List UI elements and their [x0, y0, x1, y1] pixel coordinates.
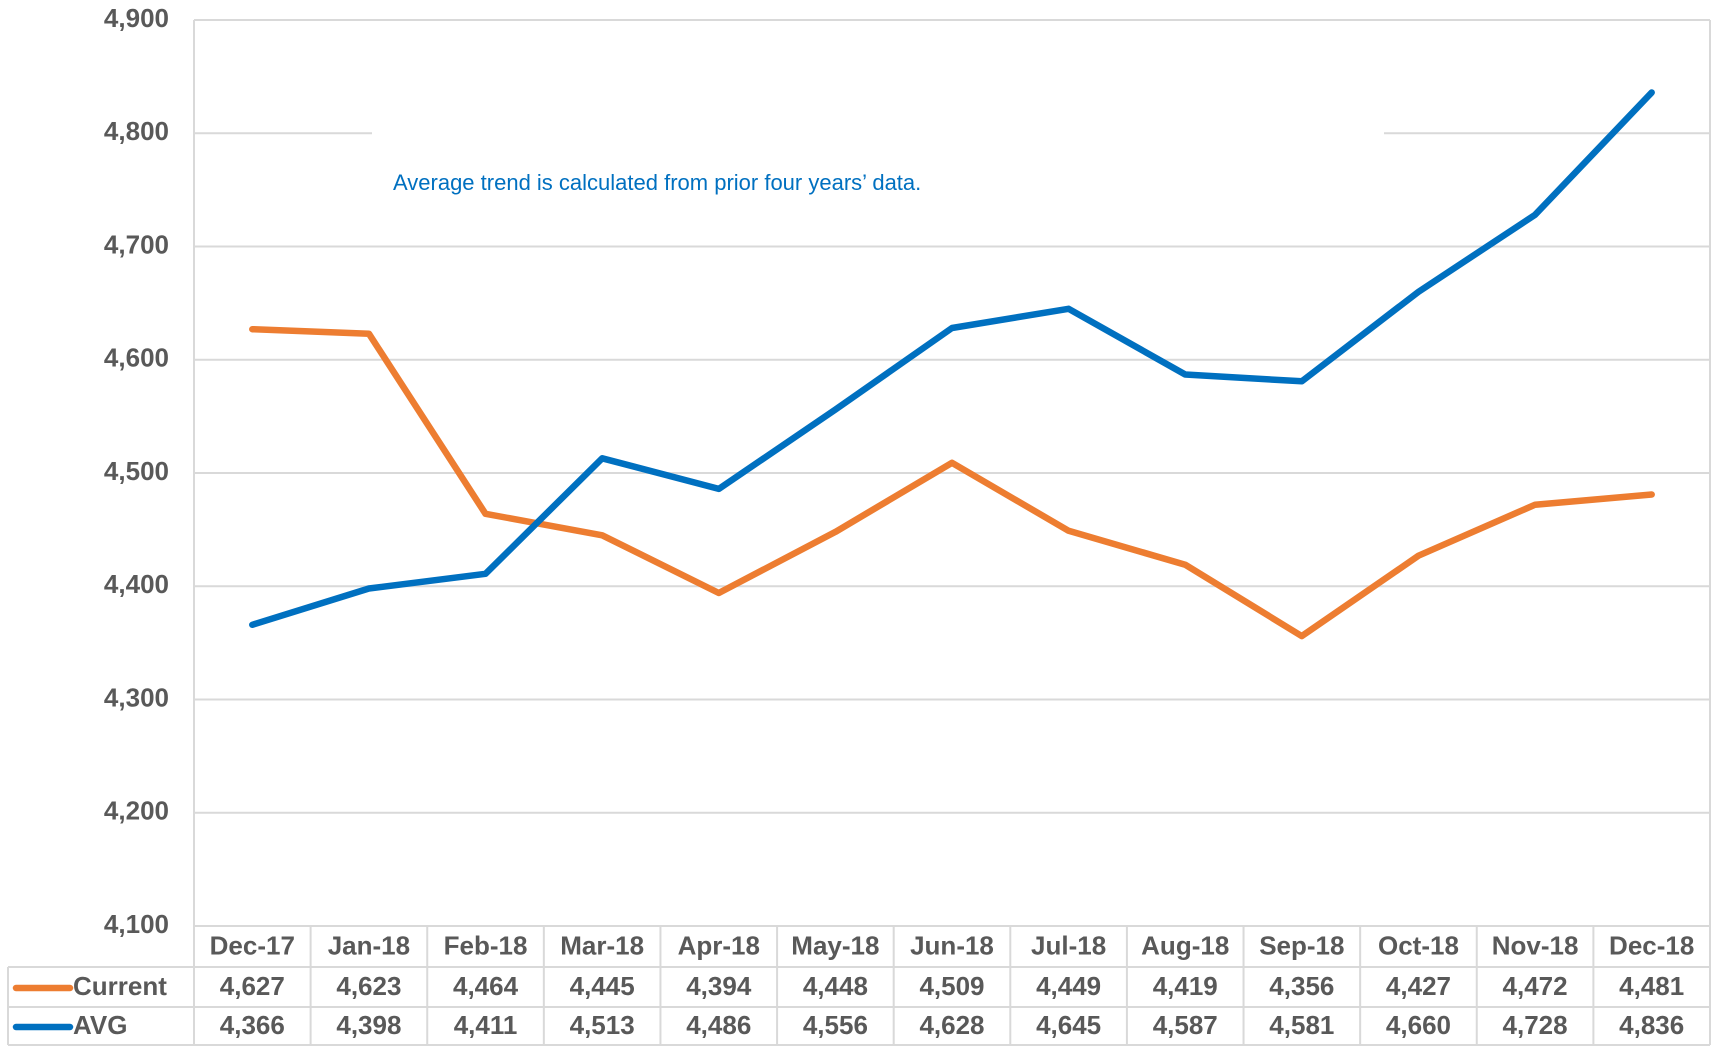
x-tick-label: Oct-18 [1378, 930, 1459, 960]
x-tick-label: Sep-18 [1259, 930, 1344, 960]
data-label: 4,556 [803, 1010, 868, 1040]
x-tick-label: May-18 [791, 930, 879, 960]
data-label: 4,587 [1153, 1010, 1218, 1040]
data-label: 4,486 [686, 1010, 751, 1040]
data-label: 4,627 [220, 971, 285, 1001]
x-tick-label: Nov-18 [1492, 930, 1579, 960]
data-label: 4,581 [1269, 1010, 1334, 1040]
y-tick-label: 4,900 [104, 3, 169, 33]
data-label: 4,464 [453, 971, 519, 1001]
data-label: 4,728 [1503, 1010, 1568, 1040]
data-label: 4,445 [570, 971, 635, 1001]
series-line [249, 89, 1655, 629]
x-tick-label: Dec-17 [210, 930, 295, 960]
legend-label: AVG [73, 1010, 127, 1040]
data-label: 4,623 [336, 971, 401, 1001]
data-label: 4,660 [1386, 1010, 1451, 1040]
y-tick-label: 4,300 [104, 682, 169, 712]
x-tick-label: Jun-18 [910, 930, 994, 960]
data-label: 4,394 [686, 971, 752, 1001]
x-tick-label: Dec-18 [1609, 930, 1694, 960]
series-line [249, 325, 1655, 640]
data-label: 4,427 [1386, 971, 1451, 1001]
y-tick-label: 4,600 [104, 343, 169, 373]
data-label: 4,836 [1619, 1010, 1684, 1040]
data-label: 4,411 [454, 1010, 518, 1040]
data-label: 4,481 [1619, 971, 1684, 1001]
x-tick-label: Feb-18 [444, 930, 528, 960]
y-tick-label: 4,100 [104, 909, 169, 939]
legend-label: Current [73, 971, 167, 1001]
x-tick-label: Aug-18 [1141, 930, 1229, 960]
data-label: 4,356 [1269, 971, 1334, 1001]
x-tick-label: Mar-18 [560, 930, 644, 960]
x-tick-label: Jan-18 [328, 930, 410, 960]
y-tick-label: 4,500 [104, 456, 169, 486]
data-label: 4,398 [336, 1010, 401, 1040]
annotation: Average trend is calculated from prior f… [393, 170, 921, 195]
y-tick-label: 4,200 [104, 796, 169, 826]
y-tick-label: 4,400 [104, 569, 169, 599]
data-label: 4,472 [1503, 971, 1568, 1001]
y-tick-label: 4,800 [104, 116, 169, 146]
data-label: 4,449 [1036, 971, 1101, 1001]
x-tick-label: Jul-18 [1031, 930, 1106, 960]
annotation-box [372, 120, 1384, 210]
data-label: 4,448 [803, 971, 868, 1001]
x-tick-label: Apr-18 [678, 930, 760, 960]
data-label: 4,628 [919, 1010, 984, 1040]
y-tick-label: 4,700 [104, 229, 169, 259]
data-label: 4,509 [919, 971, 984, 1001]
data-label: 4,513 [570, 1010, 635, 1040]
data-label: 4,419 [1153, 971, 1218, 1001]
data-label: 4,645 [1036, 1010, 1101, 1040]
data-label: 4,366 [220, 1010, 285, 1040]
